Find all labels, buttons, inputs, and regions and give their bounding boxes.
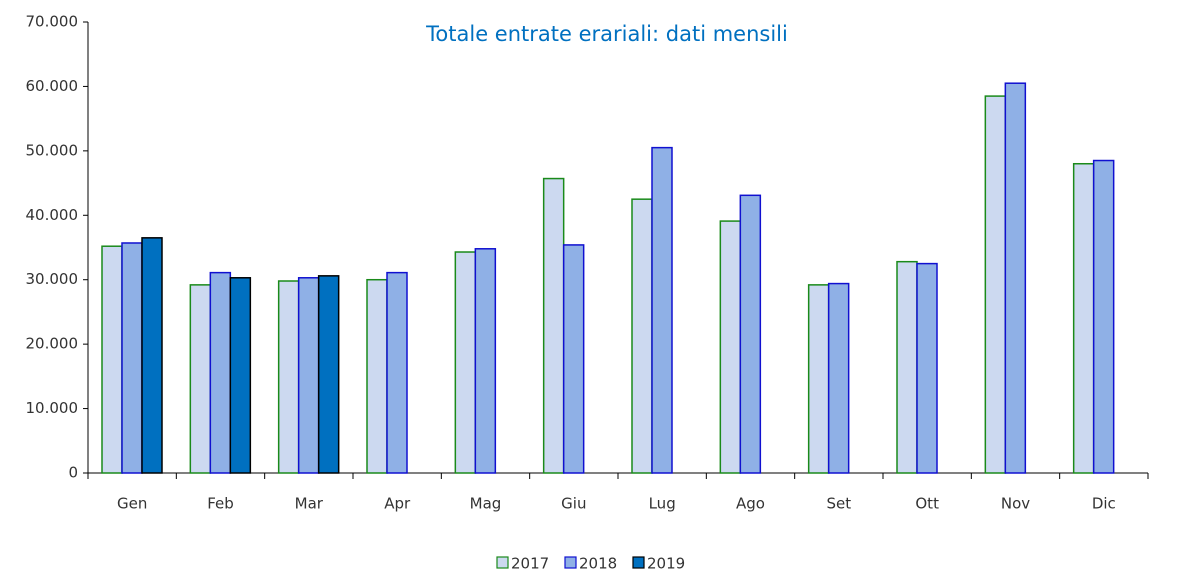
bar <box>916 262 938 474</box>
y-tick-label: 70.000 <box>26 13 79 31</box>
x-tick-label: Mag <box>470 495 502 513</box>
chart-title: Totale entrate erariali: dati mensili <box>425 22 788 46</box>
bar <box>739 194 762 474</box>
bar <box>1072 162 1095 474</box>
bar <box>141 237 163 474</box>
x-tick-label: Apr <box>384 495 411 513</box>
bar <box>121 242 143 474</box>
y-tick-label: 30.000 <box>26 270 79 288</box>
x-tick-label: Ago <box>736 495 765 513</box>
bar <box>807 284 830 474</box>
x-tick-label: Lug <box>649 495 676 513</box>
bar <box>896 260 918 474</box>
legend-label: 2018 <box>579 555 617 573</box>
y-tick-label: 20.000 <box>26 335 79 353</box>
legend-swatch <box>496 556 509 569</box>
x-tick-label: Mar <box>295 495 324 513</box>
legend-label: 2017 <box>511 555 549 573</box>
bar <box>631 198 653 474</box>
bar <box>209 271 232 474</box>
bar <box>542 177 565 474</box>
bar <box>101 245 123 474</box>
bar <box>562 244 585 474</box>
bar <box>827 282 850 474</box>
bar <box>1092 159 1115 474</box>
y-tick-label: 0 <box>68 464 78 482</box>
bar <box>366 278 388 474</box>
y-tick-label: 50.000 <box>26 141 79 159</box>
legend-swatch <box>564 556 577 569</box>
bar <box>317 275 340 474</box>
x-tick-label: Feb <box>207 495 234 513</box>
y-tick-label: 10.000 <box>26 399 79 417</box>
bar <box>984 95 1007 474</box>
y-tick-label: 40.000 <box>26 206 79 224</box>
legend-label: 2019 <box>647 555 685 573</box>
bar <box>474 248 497 474</box>
legend-swatch <box>632 556 645 569</box>
y-tick-label: 60.000 <box>26 77 79 95</box>
x-tick-label: Gen <box>117 495 147 513</box>
x-tick-label: Set <box>827 495 852 513</box>
x-tick-label: Nov <box>1001 495 1030 513</box>
bar <box>719 220 742 474</box>
bar <box>1004 82 1027 474</box>
x-tick-label: Dic <box>1092 495 1116 513</box>
bar <box>454 251 477 474</box>
bar <box>297 277 320 474</box>
bar <box>651 146 673 474</box>
bar <box>189 284 212 474</box>
bar <box>386 271 408 474</box>
bar <box>229 277 252 474</box>
x-tick-label: Giu <box>561 495 586 513</box>
x-tick-label: Ott <box>915 495 939 513</box>
bar <box>277 280 300 474</box>
